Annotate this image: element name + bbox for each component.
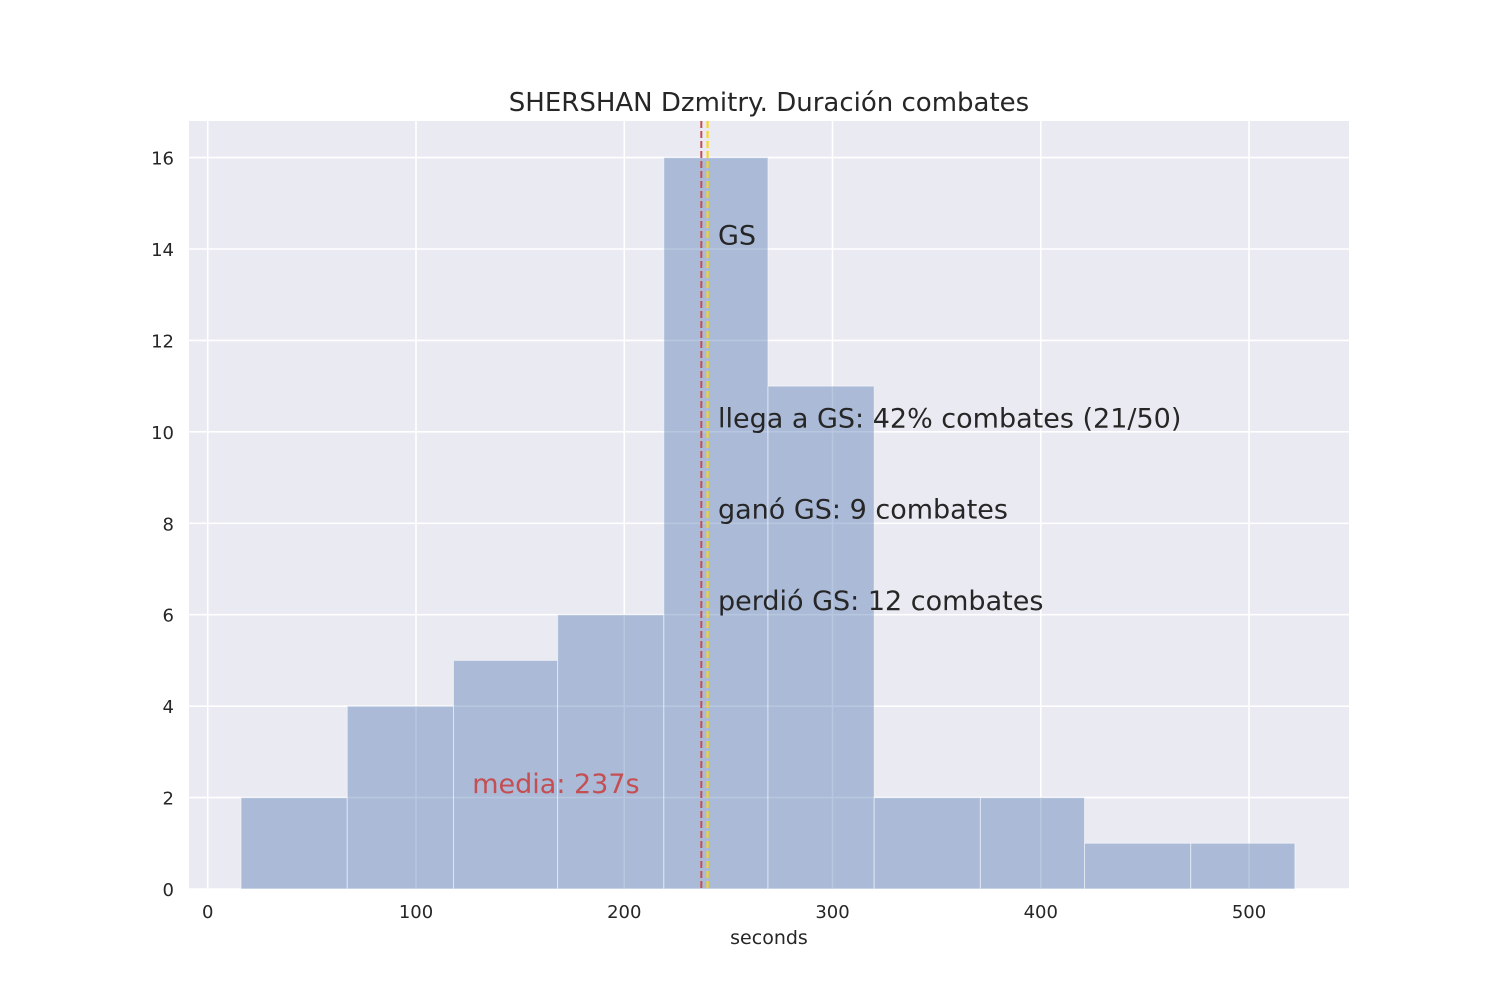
- histogram-bar: [1190, 842, 1296, 890]
- annotation-mean: media: 237s: [472, 769, 639, 800]
- histogram-bar: [979, 797, 1086, 890]
- histogram-bar: [452, 659, 559, 890]
- histogram-bar: [767, 385, 875, 890]
- histogram-bar: [873, 797, 981, 890]
- axis-ticks: 0 100 200 300 400 500 0 2 4 6 8 10 12 14 16: [151, 149, 1266, 923]
- x-tick-label: 200: [607, 902, 641, 923]
- y-tick-label: 16: [151, 149, 174, 170]
- reference-lines: [700, 121, 709, 889]
- annotation-won-gs: ganó GS: 9 combates: [718, 495, 1008, 526]
- y-tick-label: 12: [151, 331, 174, 352]
- y-tick-label: 8: [163, 514, 174, 535]
- x-tick-label: 0: [202, 902, 213, 923]
- annotation-reached-gs: llega a GS: 42% combates (21/50): [718, 403, 1181, 434]
- y-tick-label: 6: [163, 606, 174, 627]
- histogram-bar: [557, 614, 665, 890]
- chart-title: SHERSHAN Dzmitry. Duración combates: [509, 88, 1029, 118]
- y-tick-label: 4: [163, 697, 174, 718]
- annotation-lost-gs: perdió GS: 12 combates: [718, 586, 1043, 617]
- y-tick-label: 10: [151, 423, 174, 444]
- histogram-bar: [1084, 842, 1192, 890]
- histogram-bar: [240, 797, 348, 890]
- y-tick-label: 2: [163, 789, 174, 810]
- histogram-bars: [240, 157, 1296, 890]
- x-tick-label: 500: [1232, 902, 1266, 923]
- x-tick-label: 100: [399, 902, 433, 923]
- y-tick-label: 0: [163, 880, 174, 901]
- y-tick-label: 14: [151, 240, 174, 261]
- annotation-gs: GS: [718, 220, 756, 251]
- x-axis-label: seconds: [730, 927, 808, 949]
- x-tick-label: 400: [1024, 902, 1058, 923]
- histogram-bar: [346, 705, 454, 890]
- x-tick-label: 300: [815, 902, 849, 923]
